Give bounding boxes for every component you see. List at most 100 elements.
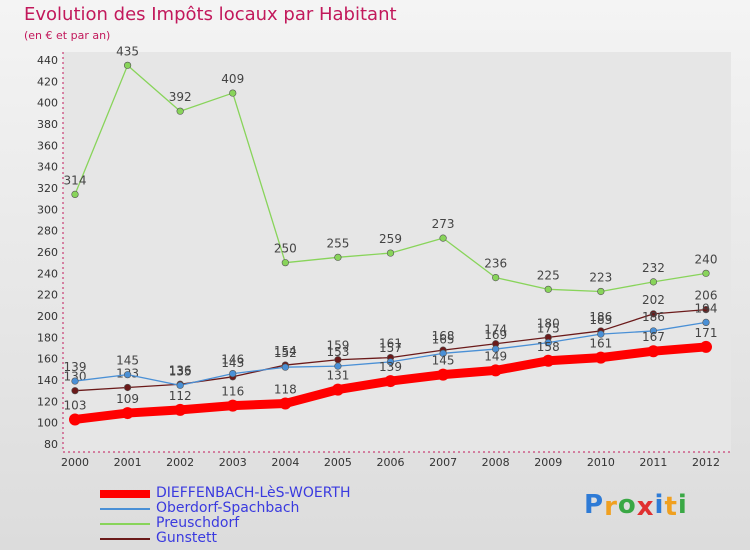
plot-area: [63, 52, 731, 452]
legend-label: Oberdorf-Spachbach: [156, 500, 300, 516]
data-point: [174, 403, 187, 416]
chart-title: Evolution des Impôts locaux par Habitant: [24, 4, 397, 25]
y-tick-label: 360: [37, 139, 58, 152]
data-point: [386, 358, 395, 366]
data-point: [702, 318, 710, 327]
data-point: [542, 354, 555, 367]
data-label: 180: [537, 316, 560, 330]
data-point: [71, 387, 79, 395]
data-label: 161: [589, 337, 612, 351]
y-tick-label: 260: [37, 246, 58, 259]
logo-letter: i: [654, 490, 665, 520]
data-label: 146: [221, 353, 244, 367]
legend-label: Gunstett: [156, 530, 217, 546]
data-point: [123, 371, 132, 379]
data-label: 174: [484, 323, 507, 337]
data-point: [492, 345, 500, 353]
legend-swatch: [100, 538, 150, 540]
y-tick-label: 180: [37, 331, 58, 344]
data-label: 139: [64, 360, 87, 374]
data-label: 139: [379, 360, 402, 374]
y-tick-label: 420: [37, 75, 58, 88]
y-tick-label: 220: [37, 289, 58, 302]
data-label: 194: [695, 301, 718, 315]
x-tick-label: 2010: [587, 456, 615, 469]
x-tick-label: 2004: [271, 456, 299, 469]
data-point: [279, 397, 292, 410]
data-label: 131: [326, 369, 349, 383]
data-label: 223: [589, 270, 612, 284]
data-point: [544, 285, 552, 293]
data-point: [437, 368, 450, 381]
logo-letter: x: [636, 492, 655, 522]
data-label: 250: [274, 242, 297, 256]
logo-letter: r: [604, 492, 618, 522]
data-label: 206: [695, 289, 718, 303]
data-point: [700, 340, 712, 353]
data-point: [121, 407, 134, 420]
y-tick-label: 440: [37, 54, 58, 67]
y-tick-label: 320: [37, 182, 58, 195]
legend-swatch: [100, 508, 150, 510]
data-point: [71, 377, 79, 385]
data-point: [647, 345, 660, 358]
data-label: 112: [169, 389, 192, 403]
data-label: 236: [484, 257, 507, 271]
data-label: 103: [64, 398, 87, 412]
data-point: [226, 399, 239, 412]
data-label: 109: [116, 392, 139, 406]
data-point: [71, 190, 79, 198]
data-label: 186: [642, 310, 665, 324]
data-point: [544, 339, 552, 347]
data-point: [597, 287, 605, 296]
x-tick-label: 2009: [534, 456, 562, 469]
y-tick-label: 400: [37, 97, 58, 110]
data-label: 136: [169, 363, 192, 377]
x-tick-label: 2012: [692, 456, 720, 469]
y-tick-label: 300: [37, 203, 58, 216]
data-label: 273: [432, 217, 455, 231]
data-point: [439, 234, 447, 242]
data-label: 314: [64, 173, 87, 187]
data-label: 135: [169, 364, 192, 378]
y-tick-label: 120: [37, 395, 58, 408]
data-point: [123, 383, 132, 392]
data-point: [649, 327, 658, 335]
data-point: [334, 253, 342, 261]
x-tick-label: 2006: [377, 456, 405, 469]
legend-swatch: [100, 490, 150, 498]
data-point: [331, 383, 344, 396]
x-tick-label: 2001: [114, 456, 142, 469]
data-label: 175: [537, 322, 560, 336]
legend-swatch: [100, 523, 150, 525]
data-point: [176, 381, 184, 389]
logo-letter: i: [677, 490, 688, 520]
data-point: [386, 249, 395, 257]
data-point: [281, 363, 289, 371]
data-point: [702, 269, 710, 277]
data-label: 225: [537, 268, 560, 282]
data-point: [334, 362, 342, 370]
data-point: [492, 274, 500, 282]
x-tick-label: 2003: [219, 456, 247, 469]
data-label: 157: [379, 341, 402, 355]
data-label: 183: [589, 313, 612, 327]
data-label: 409: [221, 72, 244, 86]
line-chart: 80 100 120 140 160 180 200 220 240 260 280 300 320 34…: [37, 44, 731, 469]
data-label: 118: [274, 382, 297, 396]
y-tick-label: 200: [37, 310, 58, 323]
data-label: 116: [221, 385, 244, 399]
y-tick-label: 240: [37, 267, 58, 280]
y-tick-label: 280: [37, 225, 58, 238]
data-point: [597, 330, 605, 338]
data-point: [176, 107, 184, 115]
data-label: 159: [326, 339, 349, 353]
data-label: 186: [589, 310, 612, 324]
data-point: [69, 413, 81, 426]
y-tick-label: 100: [37, 417, 58, 430]
data-label: 202: [642, 293, 665, 307]
legend-label: DIEFFENBACH-LèS-WOERTH: [156, 485, 351, 501]
data-point: [123, 61, 132, 69]
logo-letter: t: [664, 492, 678, 522]
data-point: [649, 278, 658, 286]
